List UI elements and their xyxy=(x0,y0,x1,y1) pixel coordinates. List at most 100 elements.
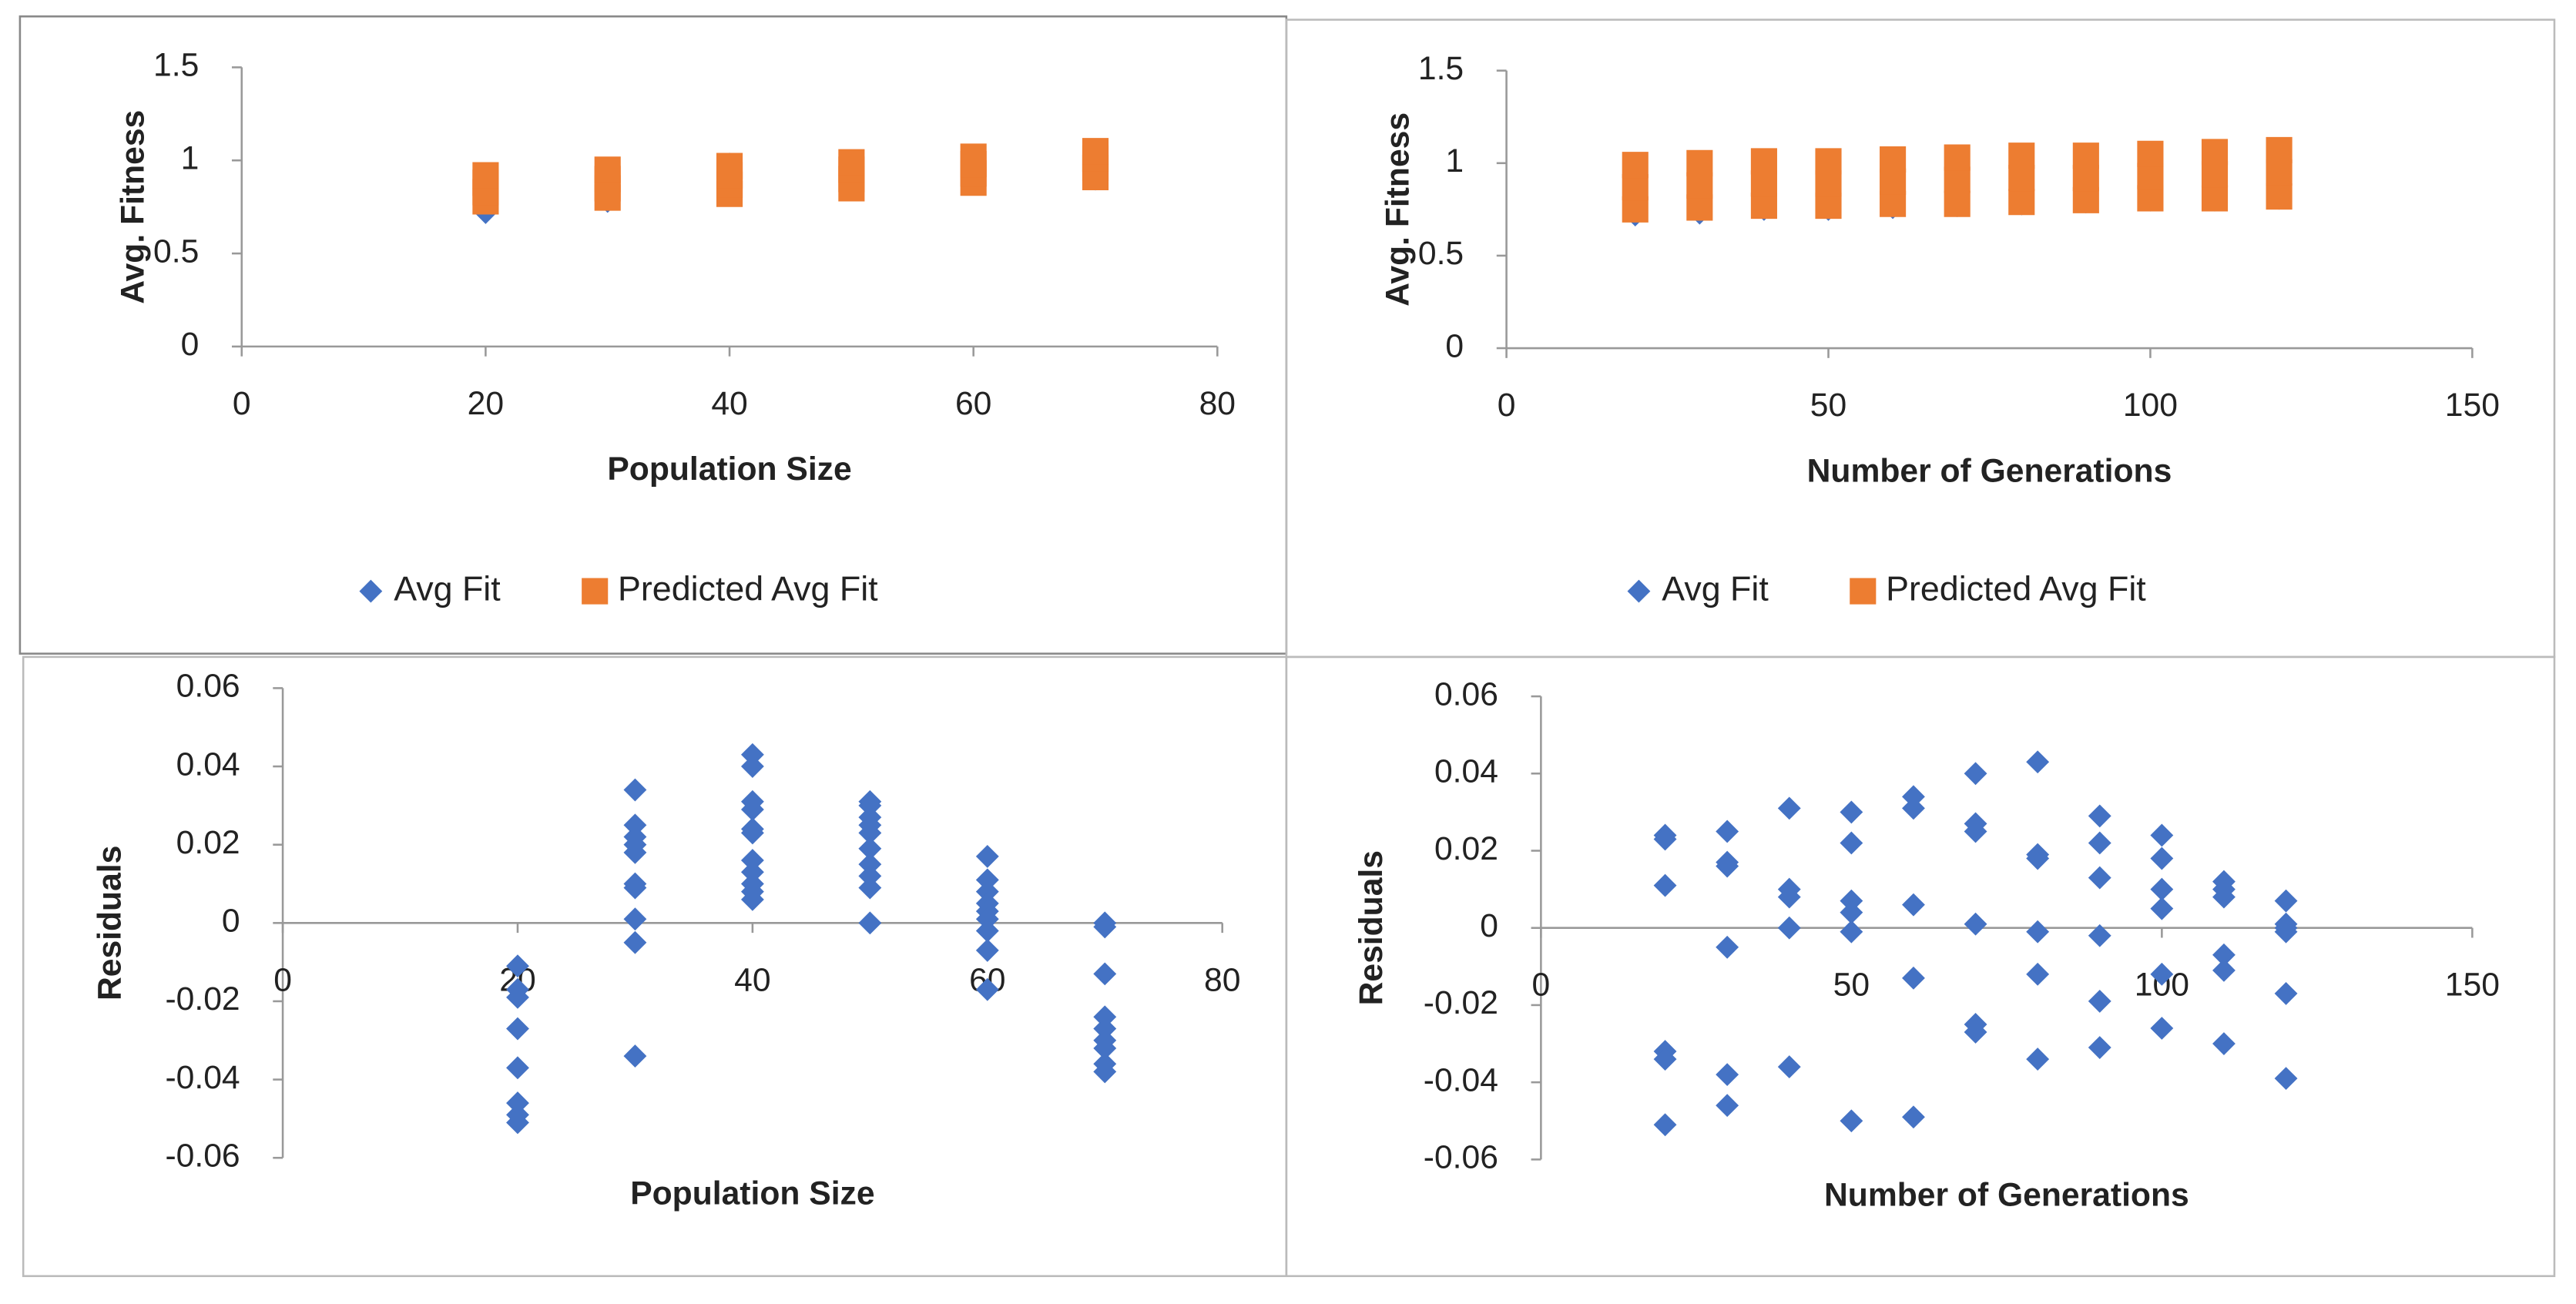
y-tick-label: 0 xyxy=(1445,327,1464,364)
data-point xyxy=(740,798,764,821)
data-point xyxy=(1944,144,1971,171)
y-tick-label: 0.02 xyxy=(1434,830,1498,867)
data-point xyxy=(2137,185,2164,212)
data-point xyxy=(1880,146,1907,173)
data-point xyxy=(1840,1109,1863,1133)
data-point xyxy=(2088,866,2111,890)
data-point xyxy=(2150,897,2174,920)
data-point xyxy=(1622,173,1649,201)
data-point xyxy=(1686,194,1713,221)
data-point xyxy=(506,1091,529,1115)
data-point xyxy=(2212,958,2236,982)
data-point xyxy=(1840,889,1863,913)
data-point xyxy=(2088,1036,2111,1059)
data-point xyxy=(506,985,529,1009)
x-axis-title: Number of Generations xyxy=(1824,1177,2189,1214)
data-point xyxy=(1880,168,1907,195)
data-point xyxy=(858,821,882,845)
data-point xyxy=(1653,1113,1677,1137)
data-point xyxy=(2026,846,2050,870)
y-tick-label: 0.5 xyxy=(1418,235,1464,272)
legend-label: Predicted Avg Fit xyxy=(618,569,878,608)
y-tick-label: -0.06 xyxy=(165,1137,240,1174)
x-tick-label: 20 xyxy=(468,385,504,422)
y-tick-label: -0.06 xyxy=(1424,1139,1498,1176)
x-tick-label: 40 xyxy=(711,385,747,422)
data-point xyxy=(1902,785,1925,809)
data-point xyxy=(1964,1021,1987,1044)
x-tick-label: 80 xyxy=(1199,385,1236,422)
data-point xyxy=(975,845,999,868)
y-tick-label: 0.02 xyxy=(176,824,240,861)
legend-label: Avg Fit xyxy=(394,569,501,608)
x-tick-label: 60 xyxy=(955,385,991,422)
data-point xyxy=(1902,1105,1925,1129)
data-point xyxy=(1815,192,1842,220)
legend-marker xyxy=(582,578,609,605)
data-point xyxy=(975,919,999,943)
y-axis-title: Residuals xyxy=(1353,850,1390,1005)
x-tick-label: 80 xyxy=(1204,961,1240,998)
data-point xyxy=(623,907,647,931)
data-point xyxy=(2274,889,2298,913)
data-point xyxy=(2274,981,2298,1005)
y-tick-label: 0.04 xyxy=(1434,753,1498,790)
y-axis-title: Residuals xyxy=(92,846,129,1001)
data-point xyxy=(740,821,764,845)
data-point xyxy=(1653,873,1677,897)
data-point xyxy=(2150,823,2174,847)
data-point xyxy=(2072,142,2099,169)
data-point xyxy=(2088,989,2111,1013)
data-point xyxy=(2072,186,2099,213)
data-point xyxy=(2150,846,2174,870)
data-point xyxy=(2088,924,2111,947)
data-point xyxy=(1964,912,1987,936)
data-point xyxy=(1093,962,1117,986)
data-point xyxy=(2212,885,2236,909)
data-point xyxy=(2212,1032,2236,1055)
data-point xyxy=(2026,750,2050,774)
data-point xyxy=(1716,820,1739,843)
data-point xyxy=(1082,138,1109,165)
y-tick-label: -0.04 xyxy=(1424,1061,1498,1098)
data-point xyxy=(1716,935,1739,959)
y-tick-label: 1 xyxy=(181,140,200,177)
data-point xyxy=(975,868,999,892)
x-axis-title: Population Size xyxy=(630,1175,874,1212)
y-tick-label: 0.04 xyxy=(176,746,240,783)
data-point xyxy=(506,1111,529,1135)
data-point xyxy=(1750,148,1777,175)
legend-label: Predicted Avg Fit xyxy=(1886,569,2146,608)
data-point xyxy=(960,143,987,170)
data-point xyxy=(1716,1063,1739,1087)
data-point xyxy=(1777,916,1801,940)
data-point xyxy=(1815,148,1842,175)
data-point xyxy=(2072,164,2099,192)
y-tick-label: 0.06 xyxy=(176,668,240,705)
data-point xyxy=(2150,962,2174,986)
data-point xyxy=(2137,163,2164,189)
data-point xyxy=(2150,877,2174,901)
y-tick-label: 0.06 xyxy=(1434,675,1498,712)
data-point xyxy=(623,778,647,802)
data-point xyxy=(2274,920,2298,944)
x-tick-label: 50 xyxy=(1833,967,1870,1004)
legend-marker xyxy=(1850,578,1877,605)
data-point xyxy=(1840,831,1863,855)
data-point xyxy=(1944,166,1971,193)
data-point xyxy=(1750,170,1777,197)
data-point xyxy=(2088,804,2111,828)
data-point xyxy=(1686,149,1713,176)
panel-border xyxy=(1285,655,2556,1278)
data-point xyxy=(2212,943,2236,967)
data-point xyxy=(2008,164,2035,192)
data-point xyxy=(1750,192,1777,220)
x-tick-label: 0 xyxy=(233,385,251,422)
data-point xyxy=(975,977,999,1001)
data-point xyxy=(2026,962,2050,986)
data-point xyxy=(2137,140,2164,167)
data-point xyxy=(506,1017,529,1041)
data-point xyxy=(623,840,647,864)
